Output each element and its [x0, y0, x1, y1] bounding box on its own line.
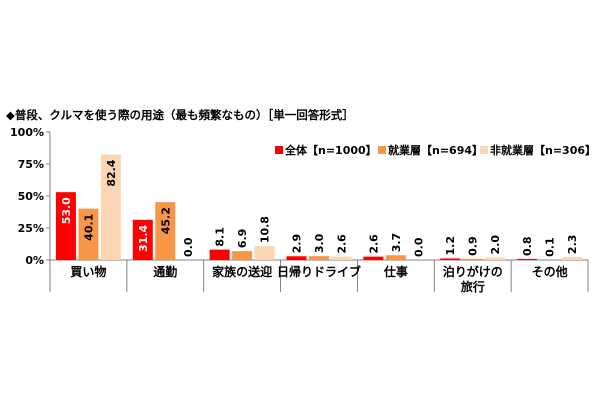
bar: [132, 219, 153, 260]
bar: [309, 256, 329, 260]
bar: [363, 256, 384, 260]
data-label: 31.4: [137, 224, 150, 251]
legend-swatch: [480, 146, 488, 154]
legend-swatch: [378, 146, 386, 154]
bar: [485, 257, 506, 260]
data-label: 3.7: [390, 233, 403, 253]
category-label: 買い物: [70, 264, 106, 279]
data-label: 40.1: [82, 214, 95, 241]
legend-swatch: [275, 146, 283, 154]
category-label: 泊りがけの: [443, 264, 503, 279]
data-label: 10.8: [259, 216, 272, 243]
data-label: 2.6: [367, 234, 380, 254]
bar: [331, 256, 352, 260]
bar: [55, 192, 76, 260]
chart-title: ◆普段、クルマを使う際の用途（最も頻繁なもの）［単一回答形式］: [6, 108, 354, 122]
y-tick-label: 75%: [18, 158, 44, 171]
data-label: 6.9: [236, 229, 249, 249]
bar: [385, 255, 406, 260]
data-label: 2.0: [489, 235, 502, 255]
data-label: 2.3: [566, 235, 579, 255]
data-label: 8.1: [214, 227, 227, 247]
legend: 全体【n=1000】 就業層【n=694】 非就業層【n=306】: [275, 143, 596, 157]
bar: [286, 256, 307, 260]
category-label: 旅行: [461, 279, 485, 294]
category-label: その他: [532, 264, 568, 279]
data-label: 3.0: [313, 233, 326, 253]
legend-label: 非就業層【n=306】: [490, 143, 596, 157]
bar: [155, 202, 176, 260]
category-label: 通勤: [153, 264, 177, 279]
category-label: 仕事: [383, 264, 408, 279]
y-tick-label: 50%: [18, 190, 44, 203]
bar: [254, 246, 275, 260]
bars-layer: [55, 154, 583, 260]
bar: [100, 154, 121, 260]
data-label: 45.2: [159, 207, 172, 234]
legend-label: 全体【n=1000】: [284, 143, 377, 157]
data-label: 82.4: [105, 159, 118, 186]
legend-label: 就業層【n=694】: [388, 143, 483, 157]
data-label: 0.8: [521, 236, 534, 256]
data-label: 53.0: [60, 197, 73, 224]
data-label: 0.1: [544, 237, 557, 257]
bar: [562, 257, 583, 260]
y-tick-label: 100%: [10, 126, 44, 139]
data-label: 0.0: [182, 237, 195, 257]
bar: [78, 208, 99, 260]
y-tick-label: 25%: [18, 222, 44, 235]
bar: [440, 258, 461, 260]
data-label: 2.9: [291, 234, 304, 254]
bar: [462, 258, 483, 260]
category-label: 家族の送迎: [212, 264, 272, 279]
category-label: 日帰りドライブ: [277, 264, 361, 279]
data-label: 2.6: [336, 234, 349, 254]
bar: [209, 249, 230, 260]
data-label: 1.2: [444, 236, 457, 256]
data-label: 0.0: [412, 237, 425, 257]
bar: [517, 258, 538, 260]
bar: [232, 251, 253, 260]
y-tick-label: 0%: [25, 254, 44, 267]
data-label: 0.9: [467, 236, 480, 256]
